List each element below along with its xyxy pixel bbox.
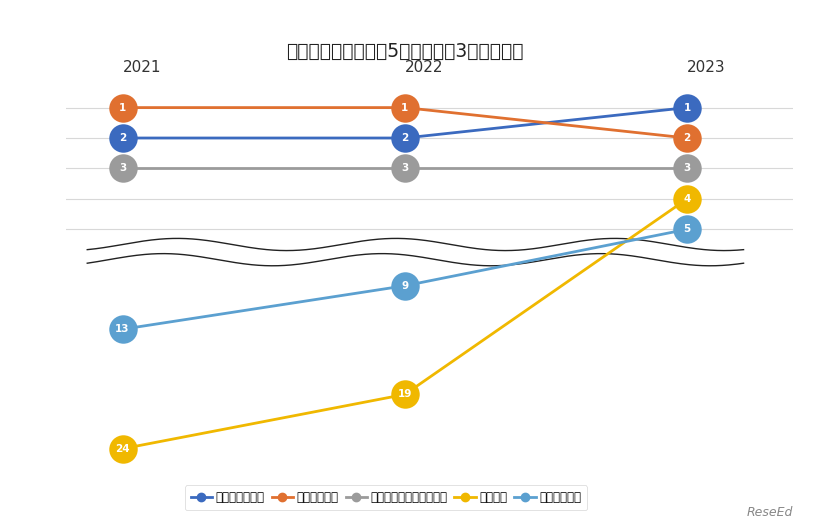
Point: [398, 281, 411, 290]
Text: 24: 24: [115, 444, 130, 454]
Point: [116, 134, 129, 142]
Text: 2: 2: [119, 133, 126, 143]
Point: [398, 164, 411, 173]
Point: [681, 225, 694, 234]
Text: 3: 3: [683, 163, 691, 173]
Point: [681, 164, 694, 173]
Text: 2023: 2023: [687, 60, 726, 75]
Text: 「教育充実度」上位5大学　過去3年間の推移: 「教育充実度」上位5大学 過去3年間の推移: [286, 41, 524, 60]
Text: 1: 1: [683, 103, 691, 112]
Point: [398, 103, 411, 112]
Point: [116, 103, 129, 112]
Text: 2021: 2021: [122, 60, 161, 75]
Text: 19: 19: [397, 390, 412, 400]
Point: [398, 390, 411, 399]
Point: [681, 103, 694, 112]
Text: 2: 2: [683, 133, 691, 143]
Point: [116, 445, 129, 453]
Point: [398, 134, 411, 142]
Text: 1: 1: [119, 103, 126, 112]
Point: [681, 134, 694, 142]
Text: 3: 3: [401, 163, 408, 173]
Text: 2022: 2022: [405, 60, 444, 75]
Point: [116, 164, 129, 173]
Text: 5: 5: [683, 224, 691, 234]
Text: 2: 2: [401, 133, 408, 143]
Point: [681, 195, 694, 203]
Point: [116, 325, 129, 333]
Text: 1: 1: [401, 103, 408, 112]
Text: ReseEd: ReseEd: [747, 506, 793, 519]
Text: 13: 13: [116, 324, 130, 334]
Legend: 国際基督教大学, 国際教養大学, 立命館アジア太平洋大学, 一橋大学, 神田外語大学: 国際基督教大学, 国際教養大学, 立命館アジア太平洋大学, 一橋大学, 神田外語…: [185, 485, 587, 510]
Text: 4: 4: [683, 194, 691, 204]
Text: 3: 3: [119, 163, 126, 173]
Text: 9: 9: [401, 281, 408, 291]
